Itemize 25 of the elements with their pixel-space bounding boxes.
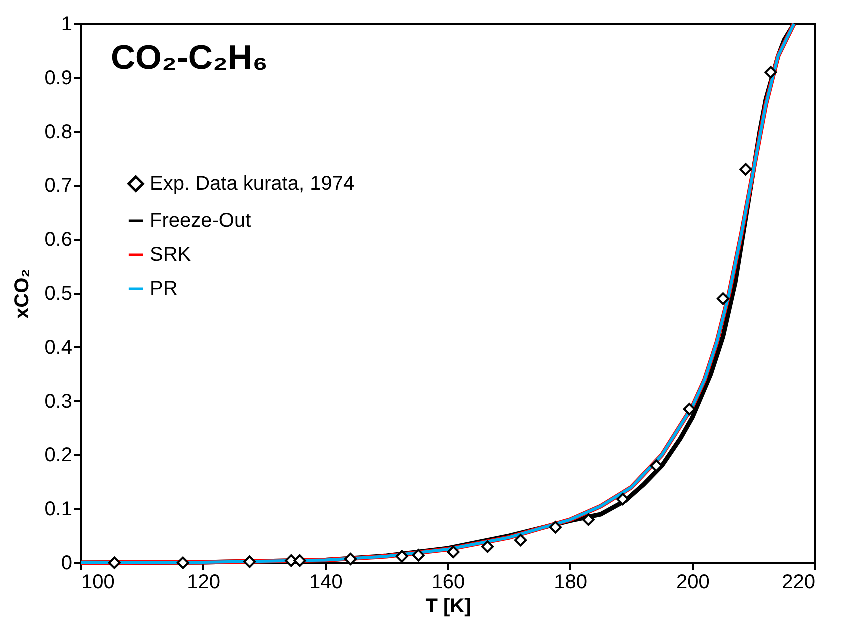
y-tick-label: 0.4 [44,336,72,359]
x-tick-label: 180 [554,572,588,594]
x-tick-label: 140 [309,572,343,594]
y-tick-label: 0.9 [44,67,72,90]
x-tick-label: 160 [432,572,466,594]
legend-label: Exp. Data kurata, 1974 [150,173,355,195]
x-tick-label: 200 [676,572,710,594]
y-tick-label: 1 [61,14,72,36]
x-axis-title: T [K] [426,596,472,618]
y-tick-label: 0.1 [44,498,72,521]
y-tick-label: 0.8 [44,121,72,144]
y-axis-title: xCO₂ [12,268,34,320]
x-tick-label: 220 [782,572,816,594]
legend-label: PR [150,278,178,300]
x-tick-label: 120 [187,572,221,594]
legend-label: SRK [150,244,192,266]
y-tick-label: 0.7 [44,175,72,198]
y-tick-label: 0.5 [44,283,72,305]
chart-title: CO₂-C₂H₆ [111,39,268,77]
y-tick-label: 0.6 [44,229,72,252]
y-tick-label: 0 [61,552,72,574]
x-tick-label: 100 [82,572,115,594]
legend-label: Freeze-Out [150,210,252,232]
y-tick-label: 0.3 [44,390,72,413]
y-tick-label: 0.2 [44,444,72,467]
